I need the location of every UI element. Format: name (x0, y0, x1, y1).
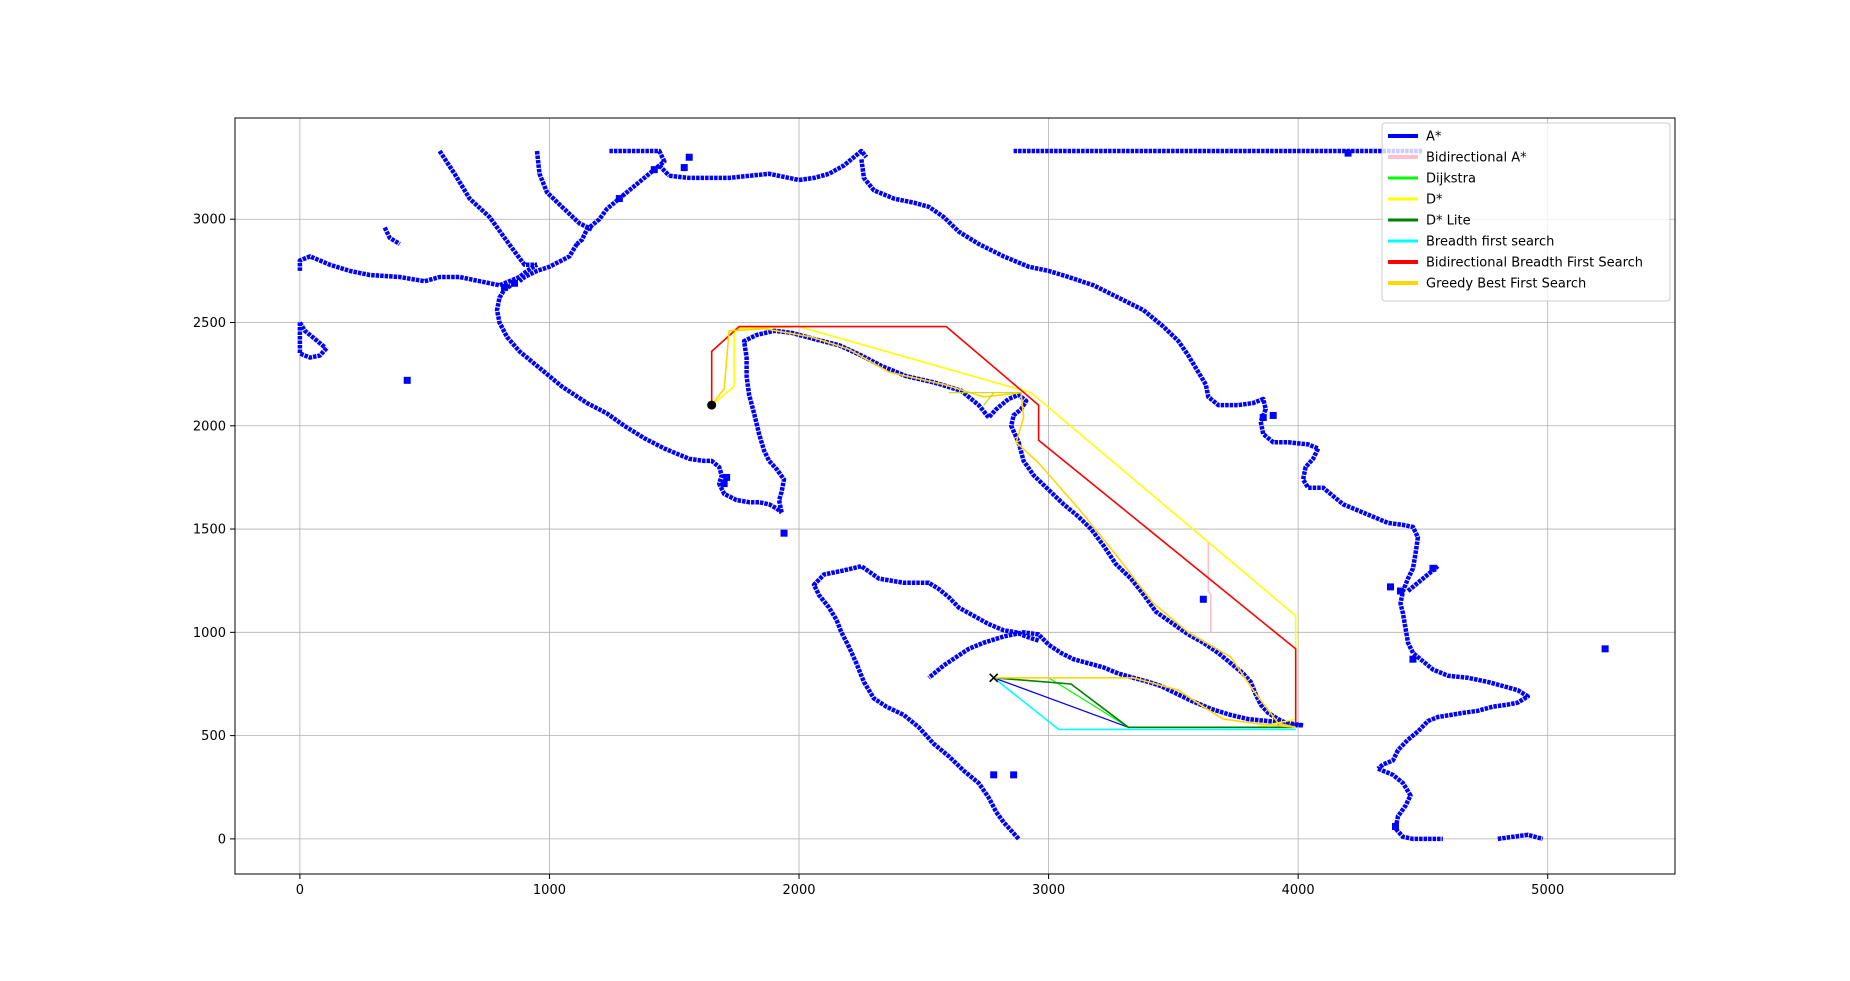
obstacle-cell (720, 480, 728, 488)
legend-label: Bidirectional A* (1426, 151, 1527, 166)
y-tick-label: 2500 (193, 316, 226, 331)
y-tick-label: 0 (218, 832, 226, 847)
obstacle-cell (1269, 411, 1277, 419)
x-tick-label: 0 (296, 883, 304, 898)
obstacle-segment (518, 242, 579, 283)
path-line (711, 327, 1296, 729)
x-tick-label: 4000 (1282, 883, 1315, 898)
x-axis: 0 1000 2000 3000 4000 5000 (296, 874, 1564, 898)
obstacle-cell (1396, 587, 1404, 595)
obstacle-segment (1300, 447, 1531, 771)
y-tick-label: 2000 (193, 419, 226, 434)
obstacle-cell (650, 166, 658, 174)
obstacle-cell (780, 529, 788, 537)
obstacle-cell (1386, 583, 1394, 591)
path-lines (710, 325, 1297, 731)
y-axis: 0 500 1000 1500 2000 2500 3000 (193, 213, 235, 847)
plot-frame (234, 117, 1676, 875)
obstacle-cell (1429, 564, 1437, 572)
obstacle-cell (1199, 595, 1207, 603)
obstacle-segment (1377, 766, 1443, 842)
obstacle-cell (501, 283, 509, 291)
x-tick-label: 1000 (533, 883, 566, 898)
obstacle-segment (657, 163, 671, 178)
obstacle-cell (723, 473, 731, 481)
obstacle-segment (798, 148, 869, 183)
obstacle-segment (1497, 832, 1544, 842)
start-marker (707, 400, 717, 410)
y-tick-label: 500 (201, 729, 226, 744)
obstacle-cell (1010, 771, 1018, 779)
obstacle-cell (1259, 414, 1267, 422)
obstacle-cell (511, 279, 519, 287)
obstacle-cell (1344, 149, 1352, 157)
obstacle-segment (668, 171, 800, 183)
obstacle-segment (437, 149, 537, 267)
x-tick-label: 5000 (1531, 883, 1564, 898)
path-line (710, 325, 1297, 724)
obstacle-segment (382, 226, 401, 246)
obstacle-map (297, 148, 1609, 842)
obstacle-cell (990, 771, 998, 779)
y-tick-label: 1000 (193, 626, 226, 641)
legend-label: Breadth first search (1426, 235, 1554, 250)
obstacle-cell (1391, 822, 1399, 830)
obstacle-segment (494, 281, 784, 515)
obstacle-segment (741, 328, 1304, 728)
legend-label: Dijkstra (1426, 172, 1476, 187)
obstacle-segment (811, 563, 1040, 841)
path-line (993, 677, 1296, 731)
obstacle-segment (297, 322, 329, 360)
obstacle-cell (680, 164, 688, 172)
obstacle-segment (297, 321, 327, 350)
obstacle-segment (534, 150, 593, 232)
path-line (993, 677, 1294, 729)
obstacle-segment (575, 148, 667, 246)
obstacle-segment (927, 630, 1304, 728)
path-line (948, 392, 1022, 406)
y-tick-label: 3000 (193, 213, 226, 228)
path-line (993, 676, 1296, 729)
legend-label: Greedy Best First Search (1426, 277, 1586, 292)
obstacle-cell (685, 153, 693, 161)
obstacle-cell (1601, 645, 1609, 653)
legend-label: Bidirectional Breadth First Search (1426, 256, 1643, 271)
legend-label: A* (1426, 130, 1442, 145)
x-tick-label: 2000 (782, 883, 815, 898)
markers (707, 400, 999, 683)
legend-label: D* Lite (1426, 214, 1471, 229)
x-tick-label: 3000 (1032, 883, 1065, 898)
obstacle-cell (403, 376, 411, 384)
goal-marker (989, 673, 999, 683)
obstacle-segment (859, 159, 1319, 451)
y-tick-label: 1500 (193, 523, 226, 538)
path-line (1207, 541, 1212, 633)
legend-box (1381, 122, 1671, 302)
obstacle-cell (1409, 655, 1417, 663)
legend-label: D* (1426, 193, 1443, 208)
obstacle-cell (615, 195, 623, 203)
legend: A* Bidirectional A* Dijkstra D* D* Lite Bread… (1381, 122, 1671, 302)
